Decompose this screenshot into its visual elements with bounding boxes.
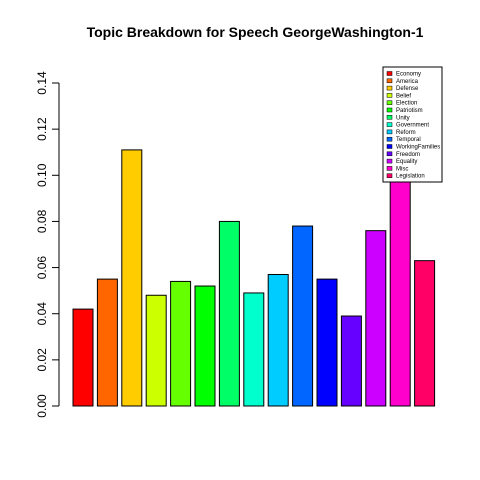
legend-swatch	[386, 129, 393, 135]
legend-swatch	[386, 115, 393, 120]
y-tick-label: 0.00	[35, 394, 49, 418]
bar-defense	[121, 149, 143, 407]
legend-label: Government	[396, 123, 429, 129]
legend-label: Equality	[396, 159, 417, 165]
bar-temporal	[292, 225, 314, 407]
bars	[72, 149, 436, 407]
bar-patriotism	[194, 285, 216, 407]
y-tick-label: 0.14	[35, 71, 49, 95]
bar-election	[170, 280, 192, 407]
legend-label: Defense	[396, 86, 419, 92]
legend-swatch	[386, 136, 393, 142]
y-tick-label: 0.06	[35, 256, 49, 280]
legend-label: Reform	[396, 130, 416, 136]
legend-label: Economy	[396, 72, 421, 78]
legend-swatch	[386, 173, 393, 178]
legend-swatch	[386, 78, 393, 84]
bar-reform	[267, 273, 289, 407]
legend-label: Election	[396, 101, 417, 107]
legend-swatch	[386, 107, 393, 113]
legend-swatch	[386, 100, 393, 105]
legend-swatch	[386, 122, 393, 127]
y-tick-label: 0.12	[35, 117, 49, 141]
legend-label: Belief	[396, 93, 411, 99]
legend-swatch	[386, 144, 393, 149]
legend-swatch	[386, 85, 393, 91]
legend-label: Misc	[396, 166, 408, 172]
legend-swatch	[386, 71, 393, 76]
legend-swatch	[386, 166, 393, 171]
legend-swatch	[386, 158, 393, 164]
y-tick-label: 0.10	[35, 163, 49, 187]
bar-economy	[72, 308, 94, 407]
legend-label: Legislation	[396, 174, 425, 180]
bar-freedom	[340, 315, 362, 407]
bar-workingfamilies	[316, 278, 338, 407]
legend-swatch	[386, 151, 393, 157]
chart-title: Topic Breakdown for Speech GeorgeWashing…	[87, 24, 424, 40]
bar-equality	[365, 230, 387, 407]
y-tick-label: 0.02	[35, 348, 49, 372]
bar-belief	[145, 294, 167, 407]
legend-box	[382, 66, 443, 183]
bar-misc	[389, 172, 411, 407]
y-axis: 0.00 0.02 0.04 0.06 0.08 0.10 0.12 0.14	[35, 71, 60, 418]
legend-label: America	[396, 79, 419, 85]
y-tick-label: 0.04	[35, 302, 49, 326]
legend-label: Unity	[396, 115, 410, 121]
bar-government	[243, 292, 265, 407]
bar-legislation	[414, 260, 436, 407]
bar-unity	[218, 220, 240, 407]
bar-america	[96, 278, 118, 407]
legend-label: Patriotism	[396, 108, 423, 114]
legend-label: Temporal	[396, 137, 421, 143]
legend-label: Freedom	[396, 152, 420, 158]
legend-swatch	[386, 93, 393, 98]
y-tick-label: 0.08	[35, 209, 49, 233]
legend-label: WorkingFamilies	[396, 145, 440, 151]
